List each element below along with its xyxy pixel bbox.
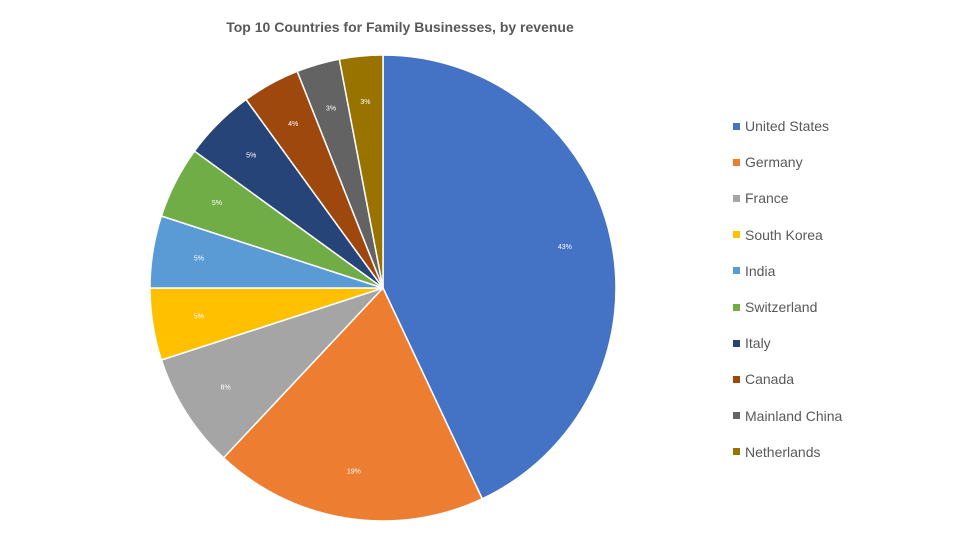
legend-label: Canada — [745, 371, 795, 388]
legend-swatch — [733, 375, 740, 383]
data-label-south-korea: 5% — [194, 314, 204, 321]
data-label-france: 8% — [221, 384, 231, 391]
legend-item-south-korea: South Korea — [733, 217, 953, 253]
legend-swatch — [733, 122, 740, 130]
legend-swatch — [733, 267, 740, 275]
legend-item-netherlands: Netherlands — [733, 434, 953, 470]
data-label-germany: 19% — [347, 469, 361, 476]
legend-item-canada: Canada — [733, 361, 953, 397]
legend-item-france: France — [733, 180, 953, 216]
legend-item-switzerland: Switzerland — [733, 289, 953, 325]
legend-label: Switzerland — [745, 299, 818, 316]
legend: United States Germany France South Korea Ind… — [733, 108, 953, 470]
pie-slice-netherlands — [338, 54, 384, 289]
legend-item-germany: Germany — [733, 144, 953, 180]
legend-item-united-states: United States — [733, 108, 953, 144]
legend-item-italy: Italy — [733, 325, 953, 361]
legend-swatch — [733, 231, 740, 239]
data-label-united-states: 43% — [558, 244, 572, 251]
data-label-italy: 5% — [246, 153, 256, 160]
pie-slice-united-states — [382, 54, 617, 500]
legend-swatch — [733, 448, 740, 456]
chart-title: Top 10 Countries for Family Businesses, … — [226, 19, 574, 35]
pie-chart: 43% 19% 8% 5% 5% 5% 5% 4% 3% 3% — [149, 54, 617, 522]
data-label-india: 5% — [194, 255, 204, 262]
legend-label: Mainland China — [745, 407, 843, 424]
legend-swatch — [733, 339, 740, 347]
legend-label: United States — [745, 118, 830, 135]
data-label-switzerland: 5% — [212, 200, 222, 207]
legend-label: India — [745, 262, 776, 279]
pie-slice-germany — [222, 286, 484, 522]
legend-item-india: India — [733, 253, 953, 289]
legend-label: Netherlands — [745, 443, 821, 460]
data-label-canada: 4% — [288, 121, 298, 128]
legend-label: Germany — [745, 154, 803, 171]
legend-swatch — [733, 158, 740, 166]
legend-swatch — [733, 194, 740, 202]
legend-label: South Korea — [745, 226, 823, 243]
pie-slice-france — [160, 287, 384, 459]
legend-label: Italy — [745, 335, 771, 352]
legend-label: France — [745, 190, 789, 207]
legend-swatch — [733, 412, 740, 420]
legend-item-mainland-china: Mainland China — [733, 398, 953, 434]
legend-swatch — [733, 303, 740, 311]
data-label-mainland-china: 3% — [326, 106, 336, 113]
data-label-netherlands: 3% — [360, 99, 370, 106]
